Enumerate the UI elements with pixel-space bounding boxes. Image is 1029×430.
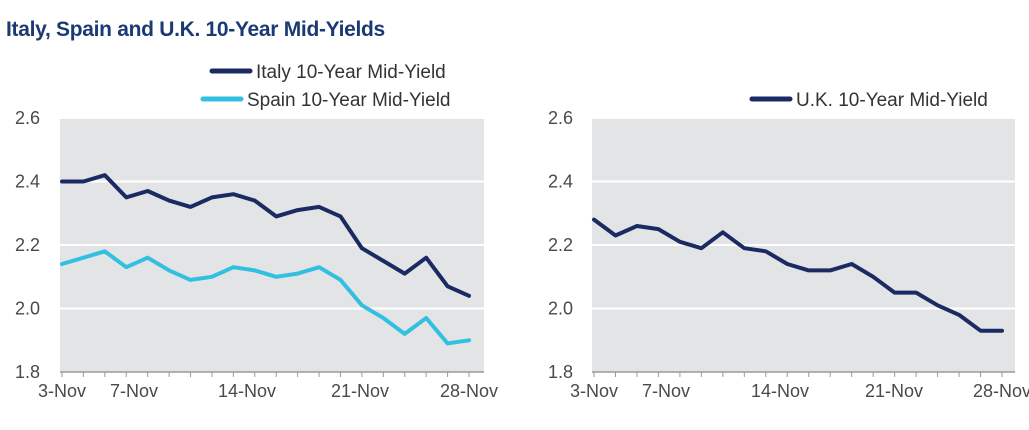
y-tick-label: 2.4 <box>15 172 40 192</box>
legend-label: U.K. 10-Year Mid-Yield <box>796 90 988 111</box>
series-line <box>592 217 1004 333</box>
x-tick-label: 21-Nov <box>865 381 923 401</box>
y-tick-label: 2.0 <box>15 299 40 319</box>
x-tick-label: 21-Nov <box>331 381 389 401</box>
legend-label: Italy 10-Year Mid-Yield <box>256 62 446 83</box>
x-tick-label: 7-Nov <box>110 381 158 401</box>
y-tick-label: 1.8 <box>15 362 40 382</box>
y-tick-label: 2.0 <box>548 299 573 319</box>
x-tick-label: 14-Nov <box>218 381 276 401</box>
y-tick-label: 2.6 <box>548 108 573 128</box>
x-tick-label: 28-Nov <box>973 381 1029 401</box>
y-tick-label: 1.8 <box>548 362 573 382</box>
series-line <box>60 249 471 346</box>
y-tick-label: 2.2 <box>548 235 573 255</box>
x-tick-label: 3-Nov <box>570 381 618 401</box>
x-tick-label: 7-Nov <box>642 381 690 401</box>
x-tick-label: 14-Nov <box>751 381 809 401</box>
y-tick-label: 2.4 <box>548 172 573 192</box>
x-tick-label: 28-Nov <box>440 381 498 401</box>
legend-label: Spain 10-Year Mid-Yield <box>247 90 451 111</box>
y-tick-label: 2.6 <box>15 108 40 128</box>
series-line <box>60 173 471 298</box>
x-tick-label: 3-Nov <box>38 381 86 401</box>
y-tick-label: 2.2 <box>15 235 40 255</box>
page-title: Italy, Spain and U.K. 10-Year Mid-Yields <box>6 18 385 41</box>
